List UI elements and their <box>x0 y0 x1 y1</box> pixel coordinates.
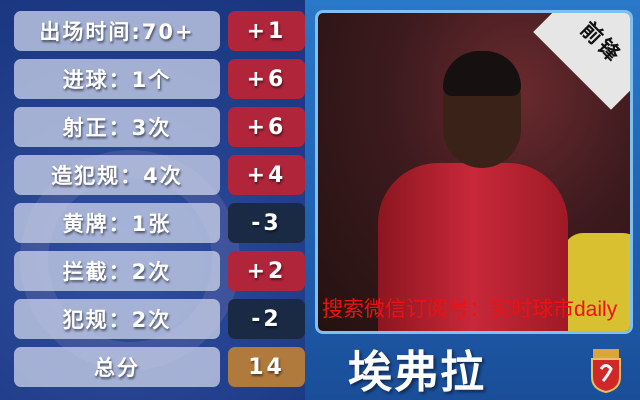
stat-score-badge: -3 <box>228 203 305 243</box>
stat-score-badge: +6 <box>228 107 305 147</box>
stat-label: 造犯规：4次 <box>14 155 220 195</box>
stat-label: 射正：3次 <box>14 107 220 147</box>
stat-score-badge: +1 <box>228 11 305 51</box>
stat-score-badge: 14 <box>228 347 305 387</box>
stat-score-badge: +6 <box>228 59 305 99</box>
stat-label: 犯规：2次 <box>14 299 220 339</box>
stat-label: 总分 <box>14 347 220 387</box>
stat-label: 黄牌：1张 <box>14 203 220 243</box>
stat-score-badge: +2 <box>228 251 305 291</box>
stat-label: 出场时间:70+ <box>14 11 220 51</box>
player-hair <box>443 51 521 96</box>
player-jersey <box>378 163 568 331</box>
opponent-figure <box>563 233 630 331</box>
watermark-text: 搜索微信订阅号：实时球市daily <box>322 298 618 321</box>
club-crest-icon <box>591 349 621 393</box>
stat-score-badge: +4 <box>228 155 305 195</box>
stat-label: 进球：1个 <box>14 59 220 99</box>
player-name: 埃弗拉 <box>348 347 486 398</box>
player-photo: 前锋 <box>315 10 633 334</box>
stat-score-badge: -2 <box>228 299 305 339</box>
stat-label: 拦截：2次 <box>14 251 220 291</box>
